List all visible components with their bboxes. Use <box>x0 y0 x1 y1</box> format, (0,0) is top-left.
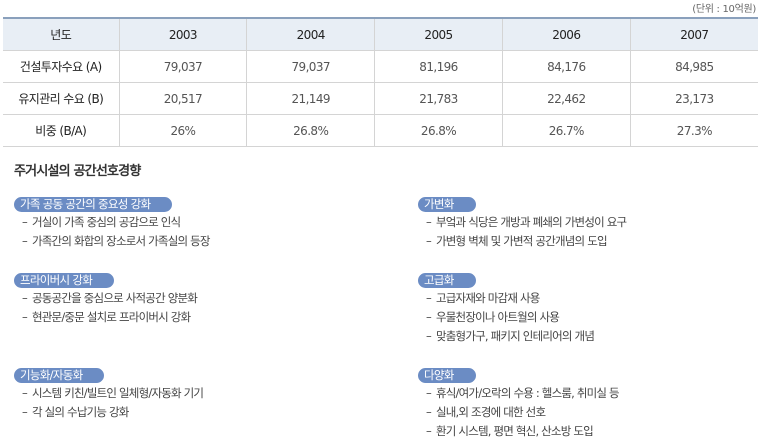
table-cell: 26.8% <box>374 114 503 147</box>
group-title-pill: 다양화 <box>418 368 476 383</box>
list-item: – 휴식/여가/오락의 수용 : 헬스룸, 취미실 등 <box>426 384 620 403</box>
group-flexibility: 가변화 – 부엌과 식당은 개방과 폐쇄의 가변성이 요구 – 가변형 벽체 및 가… <box>418 193 627 251</box>
table-row: 유지관리 수요 (B) 20,517 21,149 21,783 22,462 … <box>3 82 758 115</box>
header-cell: 2006 <box>501 17 631 51</box>
table-cell: 26.8% <box>246 114 375 147</box>
row-label: 비중 (B/A) <box>3 114 119 147</box>
table-cell: 81,196 <box>374 50 503 83</box>
dash-marker: – <box>426 386 432 400</box>
list-item: – 각 실의 수납기능 강화 <box>22 403 203 422</box>
list-item: – 부엌과 식당은 개방과 폐쇄의 가변성이 요구 <box>426 213 627 232</box>
list-item-text: 가족간의 화합의 장소로서 가족실의 등장 <box>32 234 210 248</box>
row-label: 유지관리 수요 (B) <box>3 82 119 115</box>
table-cell: 26.7% <box>501 114 631 147</box>
group-automation: 기능화/자동화 – 시스템 키친/빌트인 일체형/자동화 기기 – 각 실의 수납기… <box>14 364 204 422</box>
list-item-text: 부엌과 식당은 개방과 폐쇄의 가변성이 요구 <box>436 215 627 229</box>
dash-marker: – <box>426 215 432 229</box>
list-item: – 가변형 벽체 및 가변적 공간개념의 도입 <box>426 232 626 251</box>
dash-marker: – <box>426 291 432 305</box>
row-label: 건설투자수요 (A) <box>3 50 119 83</box>
table-cell: 21,149 <box>246 82 375 115</box>
dash-marker: – <box>22 215 28 229</box>
group-title-pill: 기능화/자동화 <box>14 368 105 383</box>
list-item-text: 현관문/중문 설치로 프라이버시 강화 <box>32 310 191 324</box>
list-item-text: 시스템 키친/빌트인 일체형/자동화 기기 <box>32 386 204 400</box>
header-cell: 2005 <box>374 17 503 51</box>
group-family-space: 가족 공동 공간의 중요성 강화 – 거실이 가족 중심의 공감으로 인식 – 가족… <box>14 193 210 251</box>
unit-note: (단위 : 10억원) <box>692 4 756 15</box>
list-item-text: 휴식/여가/오락의 수용 : 헬스룸, 취미실 등 <box>436 386 620 400</box>
header-cell: 년도 <box>3 17 119 51</box>
dash-marker: – <box>22 386 28 400</box>
list-item-text: 공동공간을 중심으로 사적공간 양분화 <box>32 291 198 305</box>
group-title-pill: 가족 공동 공간의 중요성 강화 <box>14 197 173 212</box>
table-row: 건설투자수요 (A) 79,037 79,037 81,196 84,176 8… <box>3 50 758 83</box>
list-item-text: 각 실의 수납기능 강화 <box>32 405 129 419</box>
dash-marker: – <box>22 291 28 305</box>
list-item: – 환기 시스템, 평면 혁신, 산소방 도입 <box>426 422 619 441</box>
list-item: – 우물천장이나 아트월의 사용 <box>426 308 594 327</box>
table-cell: 20,517 <box>118 82 247 115</box>
list-item-text: 실내,외 조경에 대한 선호 <box>436 405 546 419</box>
table-cell: 84,985 <box>629 50 758 83</box>
list-item-text: 고급자재와 마감재 사용 <box>436 291 540 305</box>
list-item-text: 우물천장이나 아트월의 사용 <box>436 310 560 324</box>
group-title-pill: 프라이버시 강화 <box>14 273 115 288</box>
list-item: – 현관문/중문 설치로 프라이버시 강화 <box>22 308 197 327</box>
list-item: – 공동공간을 중심으로 사적공간 양분화 <box>22 289 198 308</box>
list-item-text: 맞춤형가구, 패키지 인테리어의 개념 <box>436 329 595 343</box>
group-title-pill: 가변화 <box>418 197 476 212</box>
group-privacy: 프라이버시 강화 – 공동공간을 중심으로 사적공간 양분화 – 현관문/중문 설치… <box>14 269 198 327</box>
table-cell: 26% <box>118 114 247 147</box>
header-cell: 2007 <box>629 17 758 51</box>
list-item: – 시스템 키친/빌트인 일체형/자동화 기기 <box>22 384 204 403</box>
dash-marker: – <box>426 405 432 419</box>
table-cell: 79,037 <box>246 50 375 83</box>
group-premium: 고급화 – 고급자재와 마감재 사용 – 우물천장이나 아트월의 사용 – 맞춤형가구… <box>418 269 595 346</box>
dash-marker: – <box>22 234 28 248</box>
list-item: – 고급자재와 마감재 사용 <box>426 289 594 308</box>
section-title: 주거시설의 공간선호경향 <box>14 164 141 179</box>
dash-marker: – <box>426 234 432 248</box>
list-item: – 거실이 가족 중심의 공감으로 인식 <box>22 213 210 232</box>
list-item: – 맞춤형가구, 패키지 인테리어의 개념 <box>426 327 595 346</box>
table-cell: 84,176 <box>501 50 631 83</box>
list-item-text: 거실이 가족 중심의 공감으로 인식 <box>32 215 181 229</box>
list-item-text: 가변형 벽체 및 가변적 공간개념의 도입 <box>436 234 608 248</box>
table-cell: 23,173 <box>629 82 758 115</box>
dash-marker: – <box>426 329 432 343</box>
demand-table: 년도 2003 2004 2005 2006 2007 건설투자수요 (A) 7… <box>3 17 758 147</box>
dash-marker: – <box>426 424 432 438</box>
dash-marker: – <box>22 310 28 324</box>
table-row: 비중 (B/A) 26% 26.8% 26.8% 26.7% 27.3% <box>3 114 758 147</box>
group-title-pill: 고급화 <box>418 273 476 288</box>
table-cell: 22,462 <box>501 82 631 115</box>
table-header-row: 년도 2003 2004 2005 2006 2007 <box>3 17 758 51</box>
dash-marker: – <box>22 405 28 419</box>
dash-marker: – <box>426 310 432 324</box>
table-cell: 21,783 <box>374 82 503 115</box>
table-cell: 27.3% <box>629 114 758 147</box>
list-item-text: 환기 시스템, 평면 혁신, 산소방 도입 <box>436 424 594 438</box>
header-cell: 2003 <box>118 17 247 51</box>
list-item: – 실내,외 조경에 대한 선호 <box>426 403 619 422</box>
header-cell: 2004 <box>246 17 375 51</box>
group-diversity: 다양화 – 휴식/여가/오락의 수용 : 헬스룸, 취미실 등 – 실내,외 조경에… <box>418 364 620 441</box>
table-cell: 79,037 <box>118 50 247 83</box>
list-item: – 가족간의 화합의 장소로서 가족실의 등장 <box>22 232 210 251</box>
